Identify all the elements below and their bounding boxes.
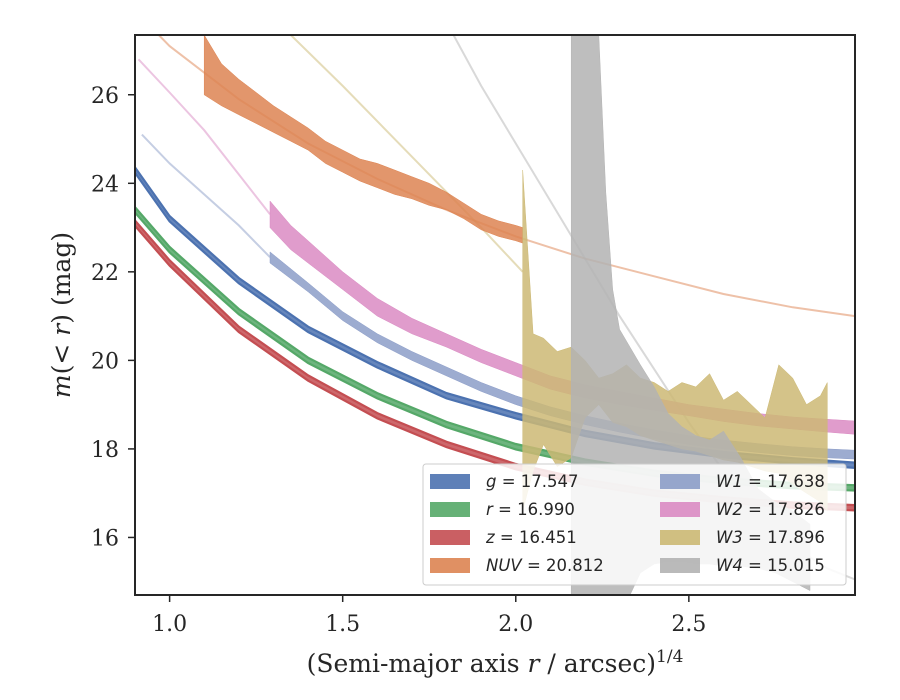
series-extension-nuv [157,35,855,318]
legend-swatch-r [430,502,470,517]
y-tick-label: 16 [91,526,119,551]
y-axis: 16 18 20 22 24 26 [91,84,135,551]
series-extension-w2 [137,58,271,215]
legend-label-g: g = 17.547 [486,472,579,491]
legend-label-w2: W2 = 17.826 [716,500,825,519]
plot-area [135,35,855,595]
legend-label-r: r = 16.990 [486,500,575,519]
series-band-z [135,218,855,512]
series-band-g [135,165,855,470]
x-tick-label: 1.0 [152,612,187,637]
y-tick-label: 24 [91,172,119,197]
legend: g = 17.547 r = 16.990 z = 16.451 NUV = 20.8… [422,463,847,586]
legend-label-w3: W3 = 17.896 [716,528,825,547]
x-tick-label: 1.5 [325,612,360,637]
y-tick-label: 22 [91,261,119,286]
y-axis-label: m(< r) (mag) [47,232,76,398]
legend-frame [422,463,847,586]
series-band-nuv [203,35,523,244]
legend-swatch-w2 [660,502,700,517]
y-tick-label: 26 [91,84,119,109]
legend-swatch-w3 [660,530,700,545]
x-axis-label: (Semi-major axis r / arcsec)1/4 [307,647,684,678]
series-band-r [135,205,855,492]
legend-label-w1: W1 = 17.638 [716,472,825,491]
y-tick-label: 18 [91,438,119,463]
x-axis: 1.0 1.5 2.0 2.5 [152,595,706,637]
plot-frame [134,34,856,596]
x-tick-label: 2.0 [498,612,533,637]
legend-label-nuv: NUV = 20.812 [486,556,604,575]
series-extension-w3 [290,35,524,273]
legend-label-z: z = 16.451 [485,528,577,547]
series-extension-w1 [141,133,271,258]
legend-swatch-w1 [660,474,700,489]
legend-swatch-z [430,530,470,545]
legend-swatch-nuv [430,558,470,573]
y-tick-label: 20 [91,349,119,374]
legend-swatch-w4 [660,558,700,573]
x-tick-label: 2.5 [671,612,706,637]
legend-swatch-g [430,474,470,489]
legend-label-w4: W4 = 15.015 [716,556,825,575]
